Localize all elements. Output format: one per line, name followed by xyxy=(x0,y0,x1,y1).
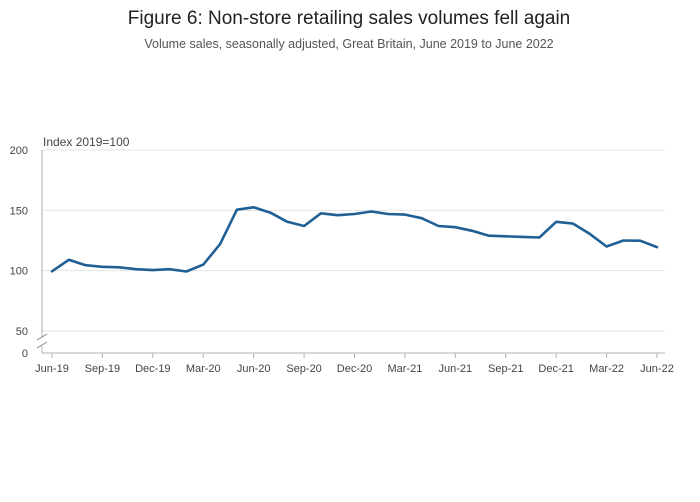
x-tick-label: Dec-21 xyxy=(538,363,573,375)
x-tick-label: Sep-21 xyxy=(488,363,523,375)
x-tick-label: Mar-22 xyxy=(589,363,624,375)
x-tick-label: Mar-21 xyxy=(387,363,422,375)
axis-break-marker xyxy=(36,333,48,349)
x-tick-label: Dec-19 xyxy=(135,363,170,375)
x-axis-ticks: Jun-19 Sep-19 Dec-19 Mar-20 Jun-20 Sep-20 Dec-… xyxy=(35,353,674,375)
axes xyxy=(36,150,665,354)
x-tick-label: Dec-20 xyxy=(337,363,372,375)
y-tick-label: 200 xyxy=(10,145,28,157)
y-tick-label: 150 xyxy=(10,205,28,217)
y-tick-label: 0 xyxy=(22,348,28,360)
y-axis-ticks: 0 50 100 150 200 xyxy=(10,145,28,360)
x-tick-label: Jun-22 xyxy=(640,363,674,375)
chart-subtitle: Volume sales, seasonally adjusted, Great… xyxy=(144,37,553,51)
x-tick-label: Sep-19 xyxy=(85,363,120,375)
gridlines xyxy=(42,149,665,332)
x-tick-label: Mar-20 xyxy=(186,363,221,375)
chart-title: Figure 6: Non-store retailing sales volu… xyxy=(128,8,571,29)
x-tick-label: Jun-19 xyxy=(35,363,69,375)
series-line xyxy=(50,206,659,273)
y-tick-label: 50 xyxy=(16,326,28,338)
y-tick-label: 100 xyxy=(10,266,28,278)
x-tick-label: Jun-20 xyxy=(237,363,271,375)
y-axis-unit-label: Index 2019=100 xyxy=(43,135,130,149)
x-tick-label: Sep-20 xyxy=(286,363,321,375)
x-tick-label: Jun-21 xyxy=(439,363,473,375)
